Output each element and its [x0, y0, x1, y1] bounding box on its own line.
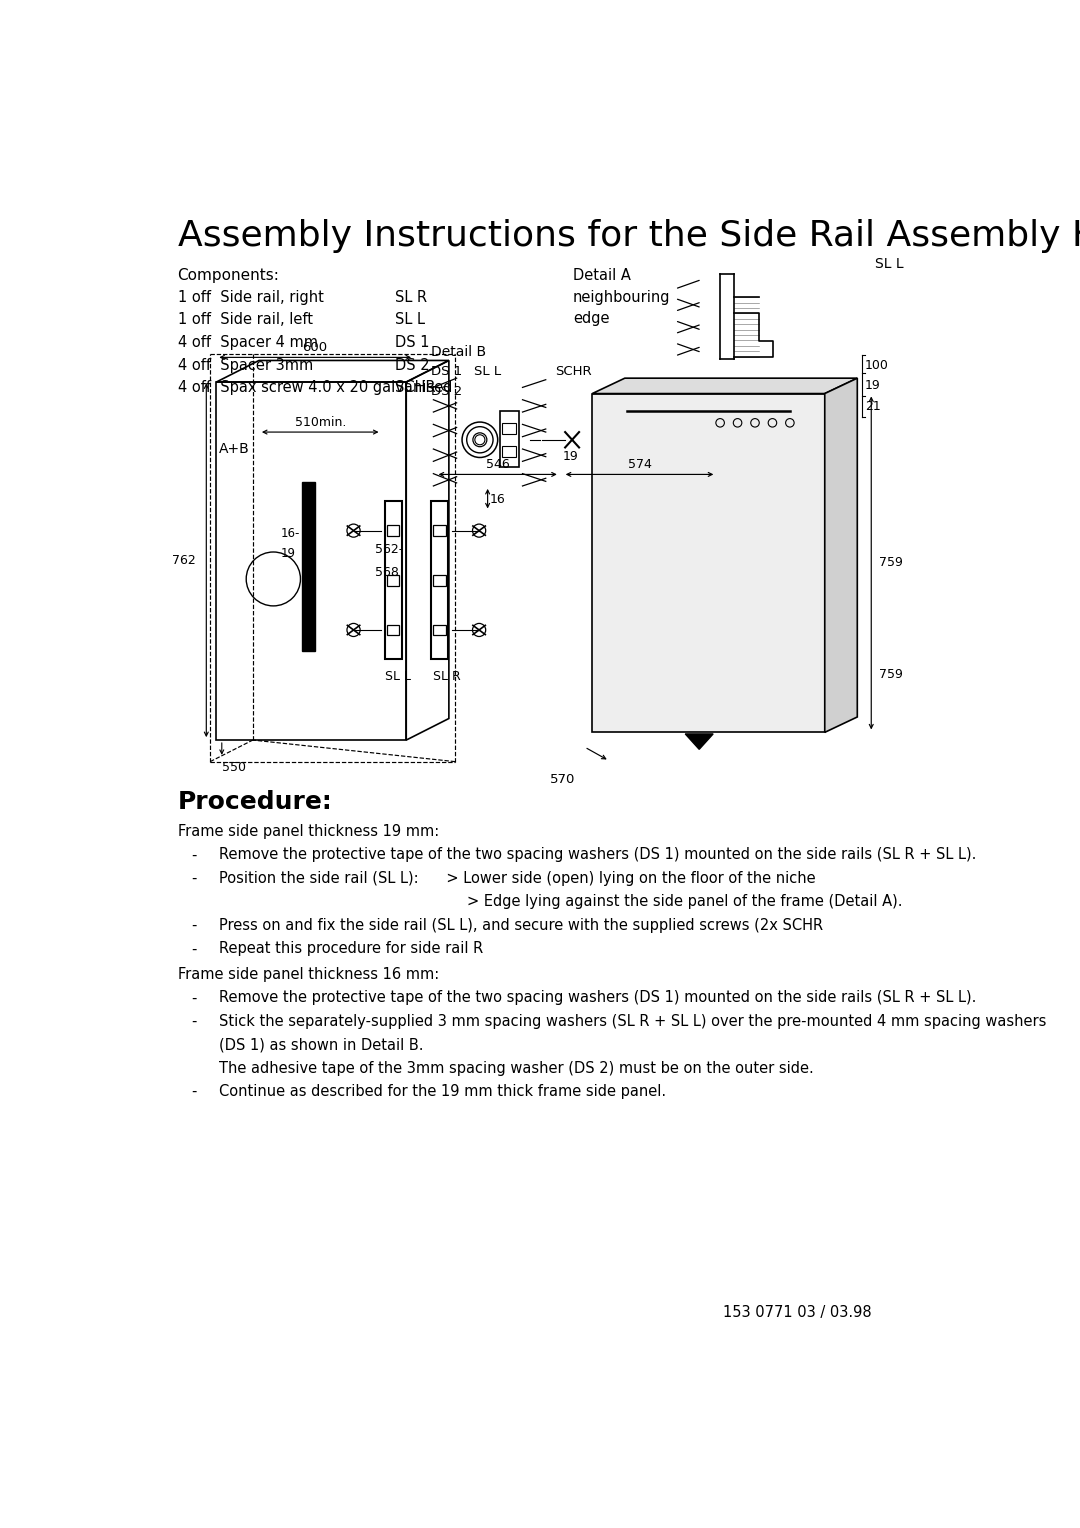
Text: -: - [191, 871, 197, 886]
Text: Position the side rail (SL L):      > Lower side (open) lying on the floor of th: Position the side rail (SL L): > Lower s… [218, 871, 815, 886]
Text: 759: 759 [879, 556, 903, 570]
Text: 762: 762 [172, 555, 195, 567]
Text: SL R: SL R [394, 290, 427, 304]
Text: 153 0771 03 / 03.98: 153 0771 03 / 03.98 [723, 1305, 872, 1320]
Text: Assembly Instructions for the Side Rail Assembly Kit: Assembly Instructions for the Side Rail … [177, 219, 1080, 252]
Text: 759: 759 [879, 668, 903, 681]
Text: -: - [191, 1085, 197, 1099]
Text: -: - [191, 1013, 197, 1028]
Text: SL L: SL L [394, 312, 424, 327]
Text: 546: 546 [486, 458, 510, 471]
Polygon shape [592, 377, 858, 394]
Text: SL R: SL R [433, 669, 460, 683]
Text: A+B: A+B [218, 442, 249, 455]
Text: neighbouring: neighbouring [572, 290, 671, 304]
Polygon shape [301, 483, 315, 651]
Text: Procedure:: Procedure: [177, 790, 333, 814]
Text: 510min.: 510min. [295, 416, 346, 429]
Text: 600: 600 [302, 341, 327, 354]
Text: 21: 21 [865, 400, 881, 413]
Text: (DS 1) as shown in Detail B.: (DS 1) as shown in Detail B. [218, 1038, 423, 1053]
Text: edge: edge [572, 312, 609, 325]
Text: The adhesive tape of the 3mm spacing washer (DS 2) must be on the outer side.: The adhesive tape of the 3mm spacing was… [218, 1060, 813, 1076]
Text: 19: 19 [865, 379, 881, 393]
Text: 562-: 562- [375, 544, 404, 556]
Text: SL L: SL L [384, 669, 410, 683]
Text: Remove the protective tape of the two spacing washers (DS 1) mounted on the side: Remove the protective tape of the two sp… [218, 848, 976, 862]
Text: SCHR: SCHR [555, 365, 592, 377]
Text: DS 2: DS 2 [431, 385, 462, 399]
Text: -: - [191, 848, 197, 862]
Text: Continue as described for the 19 mm thick frame side panel.: Continue as described for the 19 mm thic… [218, 1085, 666, 1099]
Text: Remove the protective tape of the two spacing washers (DS 1) mounted on the side: Remove the protective tape of the two sp… [218, 990, 976, 1005]
Text: 4 off  Spacer 3mm: 4 off Spacer 3mm [177, 358, 313, 373]
Text: 570: 570 [550, 773, 576, 787]
Text: Press on and fix the side rail (SL L), and secure with the supplied screws (2x S: Press on and fix the side rail (SL L), a… [218, 918, 823, 934]
Text: -: - [191, 941, 197, 957]
Text: 4 off  Spacer 4 mm: 4 off Spacer 4 mm [177, 335, 318, 350]
Text: Frame side panel thickness 16 mm:: Frame side panel thickness 16 mm: [177, 967, 438, 983]
Text: Stick the separately-supplied 3 mm spacing washers (SL R + SL L) over the pre-mo: Stick the separately-supplied 3 mm spaci… [218, 1013, 1047, 1028]
Text: DS 2: DS 2 [394, 358, 429, 373]
Text: Frame side panel thickness 19 mm:: Frame side panel thickness 19 mm: [177, 824, 438, 839]
Text: -: - [191, 990, 197, 1005]
Text: SL L: SL L [875, 257, 904, 272]
Text: Detail B: Detail B [431, 345, 486, 359]
Text: Detail A: Detail A [572, 267, 631, 283]
Text: 19: 19 [281, 547, 296, 559]
Text: SL L: SL L [474, 365, 501, 377]
Text: -: - [191, 918, 197, 934]
Text: Components:: Components: [177, 267, 280, 283]
Text: 100: 100 [865, 359, 889, 371]
Text: 19: 19 [563, 449, 579, 463]
Text: 1 off  Side rail, right: 1 off Side rail, right [177, 290, 324, 304]
Text: 574: 574 [627, 458, 651, 471]
Polygon shape [825, 377, 858, 732]
Text: 550: 550 [221, 761, 246, 773]
Text: DS 1: DS 1 [394, 335, 429, 350]
Text: > Edge lying against the side panel of the frame (Detail A).: > Edge lying against the side panel of t… [467, 894, 902, 909]
Text: 16: 16 [490, 492, 505, 506]
Text: DS 1: DS 1 [431, 365, 462, 377]
Polygon shape [592, 394, 825, 732]
Text: 568: 568 [375, 565, 400, 579]
Text: 1 off  Side rail, left: 1 off Side rail, left [177, 312, 312, 327]
Text: SCHR: SCHR [394, 380, 435, 396]
Text: Repeat this procedure for side rail R: Repeat this procedure for side rail R [218, 941, 483, 957]
Text: 16-: 16- [281, 527, 300, 539]
Text: 4 off  Spax screw 4.0 x 20 galvanised: 4 off Spax screw 4.0 x 20 galvanised [177, 380, 453, 396]
Polygon shape [685, 733, 713, 749]
